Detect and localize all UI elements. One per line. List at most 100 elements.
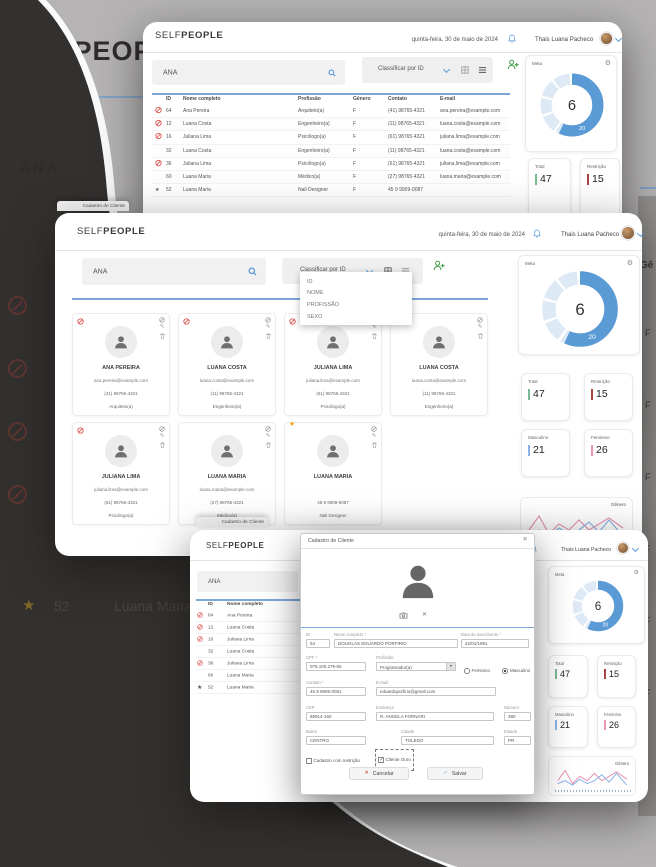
table-row[interactable]: 36 Juliana Lima Psicólogo(a) F (61) 9876… bbox=[152, 158, 510, 171]
contato-input[interactable] bbox=[306, 686, 366, 696]
table-row[interactable]: 12 Luana Costa Engenheiro(a) F (11) 9876… bbox=[152, 118, 510, 132]
notifications-bell-icon[interactable] bbox=[533, 229, 541, 238]
table-row[interactable]: 60 Luana Maria bbox=[196, 670, 300, 682]
person-card[interactable]: LUANA COSTA luana.costa@example.com (11)… bbox=[178, 313, 276, 416]
search-input[interactable]: ANA bbox=[152, 60, 345, 85]
table-row[interactable]: 52 Luana Maria Nail Designer F 45 9 9909… bbox=[152, 184, 510, 198]
table-row[interactable]: 36 Juliana Lima bbox=[196, 658, 300, 670]
svg-text:6: 6 bbox=[595, 600, 602, 613]
table-row[interactable]: 32 Luana Costa bbox=[196, 646, 300, 658]
sort-option[interactable]: NOME bbox=[307, 290, 324, 297]
person-profession: Engenheiro(a) bbox=[212, 404, 242, 409]
person-card[interactable]: JULIANA LIMA juliana.lima@example.com (6… bbox=[284, 313, 382, 416]
cpf-input[interactable] bbox=[306, 661, 366, 671]
window-title-tab[interactable]: Cadastro de Cliente bbox=[196, 517, 268, 527]
estado-input[interactable] bbox=[504, 735, 531, 745]
cep-field: CEP bbox=[306, 705, 366, 721]
profissao-select[interactable]: Programador(a) bbox=[376, 661, 456, 671]
gear-icon[interactable] bbox=[627, 260, 633, 267]
cliente-ouro-checkbox[interactable] bbox=[378, 757, 384, 763]
sort-option[interactable]: PROFISSÃO bbox=[307, 301, 340, 308]
card-edit-button[interactable] bbox=[160, 325, 165, 331]
card-edit-button[interactable] bbox=[372, 434, 377, 440]
card-delete-button[interactable] bbox=[265, 332, 271, 339]
card-block-button[interactable] bbox=[265, 317, 271, 323]
window-title-tab[interactable]: Cadastro de Cliente bbox=[57, 201, 129, 211]
card-block-button[interactable] bbox=[159, 426, 165, 432]
card-block-button[interactable] bbox=[265, 426, 271, 432]
select-arrow-icon[interactable] bbox=[446, 662, 455, 670]
nome-input[interactable] bbox=[334, 638, 458, 648]
gear-icon[interactable] bbox=[634, 570, 639, 576]
sort-by-dropdown[interactable]: Classificar por ID bbox=[300, 267, 346, 273]
search-input[interactable]: ANA bbox=[82, 258, 266, 285]
restricao-checkbox[interactable] bbox=[306, 758, 312, 764]
camera-icon[interactable] bbox=[399, 612, 408, 619]
card-delete-button[interactable] bbox=[265, 441, 271, 448]
grid-view-icon[interactable] bbox=[461, 66, 469, 74]
card-delete-button[interactable] bbox=[159, 332, 165, 339]
id-input[interactable] bbox=[306, 638, 330, 648]
card-edit-button[interactable] bbox=[266, 325, 271, 331]
card-delete-button[interactable] bbox=[371, 332, 377, 339]
table-row[interactable]: 16 Juliana Lima bbox=[196, 634, 300, 646]
table-row[interactable]: 16 Juliana Lima Psicólogo(a) F (61) 9876… bbox=[152, 131, 510, 145]
add-person-button[interactable] bbox=[507, 59, 519, 70]
card-block-button[interactable] bbox=[477, 317, 483, 323]
table-row[interactable]: 12 Luana Costa bbox=[196, 622, 300, 634]
blocked-icon bbox=[155, 159, 162, 168]
card-delete-button[interactable] bbox=[477, 332, 483, 339]
table-row[interactable]: 64 Ana Pereira Arquiteto(a) F (41) 98765… bbox=[152, 105, 510, 119]
genero-line-chart bbox=[557, 769, 628, 786]
table-row[interactable]: 64 Ana Pereira bbox=[196, 610, 300, 622]
user-menu-chevron-icon[interactable] bbox=[631, 544, 640, 553]
card-delete-button[interactable] bbox=[371, 441, 377, 448]
card-edit-button[interactable] bbox=[372, 325, 377, 331]
nascimento-input[interactable] bbox=[461, 638, 529, 648]
numero-input[interactable] bbox=[504, 711, 531, 721]
table-row[interactable]: 52 Luana Maria bbox=[196, 682, 300, 694]
notifications-bell-icon[interactable] bbox=[508, 34, 516, 43]
sort-by-dropdown[interactable]: Classificar por ID bbox=[378, 66, 424, 72]
add-person-button[interactable] bbox=[433, 260, 445, 271]
table-row[interactable]: 60 Luana Maria Médico(a) F (27) 98765-43… bbox=[152, 170, 510, 185]
person-email: juliana.lima@example.com bbox=[306, 378, 360, 383]
gear-icon[interactable] bbox=[605, 60, 611, 67]
person-card[interactable]: LUANA MARIA luana.maria@example.com (27)… bbox=[178, 422, 276, 525]
user-avatar[interactable] bbox=[600, 32, 613, 45]
radio-feminino[interactable] bbox=[464, 668, 470, 674]
remove-photo-icon[interactable] bbox=[422, 612, 427, 618]
sort-chevron-icon[interactable] bbox=[442, 65, 451, 74]
person-card[interactable]: JULIANA LIMA juliana.lima@example.com (6… bbox=[72, 422, 170, 525]
save-button[interactable]: Salvar bbox=[427, 767, 483, 780]
table-row[interactable]: 32 Luana Costa Engenheiro(a) F (11) 9876… bbox=[152, 144, 510, 158]
card-block-button[interactable] bbox=[159, 317, 165, 323]
card-edit-button[interactable] bbox=[266, 434, 271, 440]
email-input[interactable] bbox=[376, 686, 496, 696]
endereco-input[interactable] bbox=[376, 711, 494, 721]
sort-option[interactable]: ID bbox=[307, 278, 313, 285]
card-edit-button[interactable] bbox=[478, 325, 483, 331]
card-block-button[interactable] bbox=[371, 426, 377, 432]
card-edit-button[interactable] bbox=[160, 434, 165, 440]
card-delete-button[interactable] bbox=[159, 441, 165, 448]
list-view-icon[interactable] bbox=[478, 66, 487, 74]
user-avatar[interactable] bbox=[617, 542, 629, 554]
radio-masculino[interactable] bbox=[502, 668, 508, 674]
person-card[interactable]: LUANA COSTA luana.costa@example.com (11)… bbox=[390, 313, 488, 416]
user-avatar[interactable] bbox=[621, 226, 635, 240]
sort-option[interactable]: SEXO bbox=[307, 313, 323, 320]
user-menu-chevron-icon[interactable] bbox=[614, 34, 623, 43]
cancel-x-icon bbox=[364, 771, 368, 776]
person-email: ana.pereira@example.com bbox=[93, 378, 149, 383]
modal-close-icon[interactable] bbox=[523, 537, 528, 544]
person-card[interactable]: ANA PEREIRA ana.pereira@example.com (41)… bbox=[72, 313, 170, 416]
blocked-icon bbox=[77, 318, 84, 325]
bairro-input[interactable] bbox=[306, 735, 366, 745]
person-name: LUANA MARIA bbox=[207, 474, 247, 480]
cancel-button[interactable]: Cancelar bbox=[349, 767, 409, 780]
search-input[interactable]: ANA bbox=[197, 571, 298, 592]
cidade-input[interactable] bbox=[401, 735, 494, 745]
person-card[interactable]: LUANA MARIA 45 9 9909-0087 Nail Designer bbox=[284, 422, 382, 525]
cep-input[interactable] bbox=[306, 711, 366, 721]
